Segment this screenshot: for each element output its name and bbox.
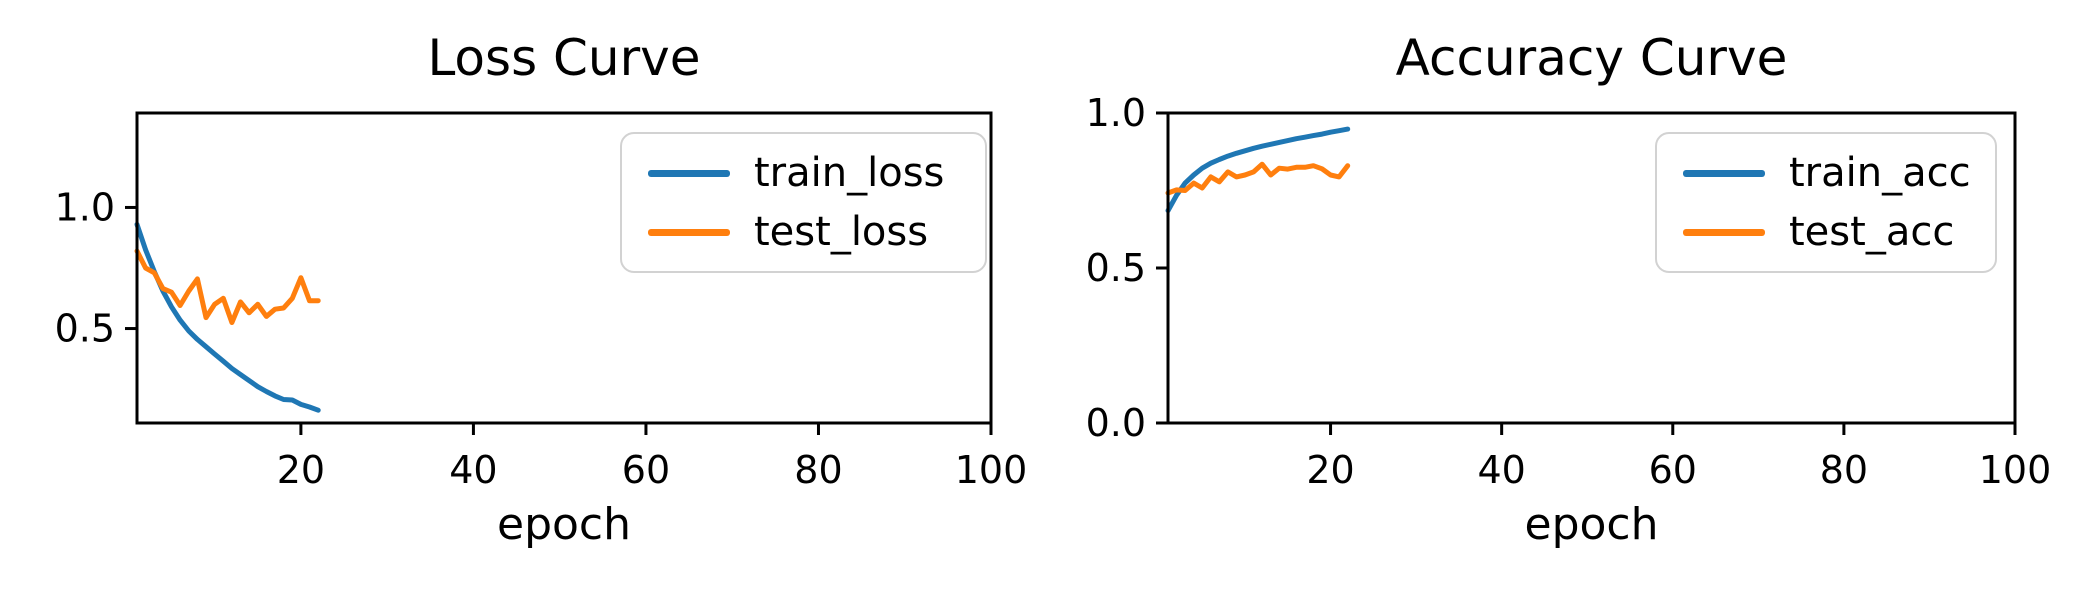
x-tick-label: 100 — [955, 448, 1028, 492]
legend-entry-test-acc: test_acc — [1683, 208, 1969, 256]
legend-entry-test-loss: test_loss — [648, 208, 959, 256]
chart-title-loss: Loss Curve — [427, 29, 701, 87]
x-tick-label: 60 — [622, 448, 670, 492]
x-axis-label-loss: epoch — [497, 499, 631, 550]
y-tick-label: 0.5 — [55, 307, 115, 351]
legend-label-test-acc: test_acc — [1789, 209, 1955, 255]
series-line-train_acc — [1165, 126, 1351, 214]
legend-entry-train-acc: train_acc — [1683, 149, 1971, 197]
x-tick-label: 20 — [277, 448, 325, 492]
legend-accuracy: train_acc test_acc — [1655, 132, 1997, 273]
x-tick-label: 40 — [449, 448, 497, 492]
series-line-test_acc — [1165, 161, 1351, 196]
x-tick-label: 80 — [1820, 448, 1868, 492]
legend-line-test-loss-icon — [648, 228, 730, 236]
axes-spines — [135, 111, 993, 425]
axes-0: 20 40 60 80 100 0.5 1.0 — [55, 111, 1028, 492]
legend-line-test-acc-icon — [1683, 228, 1765, 236]
y-tick-label: 0.5 — [1086, 246, 1146, 290]
legend-label-test-loss: test_loss — [754, 209, 929, 255]
x-tick-label: 20 — [1306, 448, 1354, 492]
x-tick-label: 100 — [1979, 448, 2052, 492]
legend-loss: train_loss test_loss — [620, 132, 987, 273]
axes-1: 20 40 60 80 100 0.0 0.5 1.0 — [1086, 91, 2052, 492]
series-line-train_loss — [134, 221, 321, 413]
x-tick-label: 80 — [794, 448, 842, 492]
y-tick-label: 1.0 — [55, 185, 115, 229]
y-tick-label: 1.0 — [1086, 91, 1146, 135]
axes-spines — [1166, 111, 2017, 425]
y-tick-label: 0.0 — [1086, 401, 1146, 445]
legend-line-train-acc-icon — [1683, 169, 1765, 177]
x-axis-label-accuracy: epoch — [1524, 499, 1659, 550]
x-tick-label: 60 — [1649, 448, 1697, 492]
legend-entry-train-loss: train_loss — [648, 149, 959, 197]
legend-line-train-loss-icon — [648, 169, 730, 177]
series-line-test_loss — [134, 248, 321, 325]
legend-label-train-loss: train_loss — [754, 150, 945, 196]
chart-title-accuracy: Accuracy Curve — [1395, 29, 1788, 87]
x-tick-label: 40 — [1477, 448, 1525, 492]
legend-label-train-acc: train_acc — [1789, 150, 1971, 196]
